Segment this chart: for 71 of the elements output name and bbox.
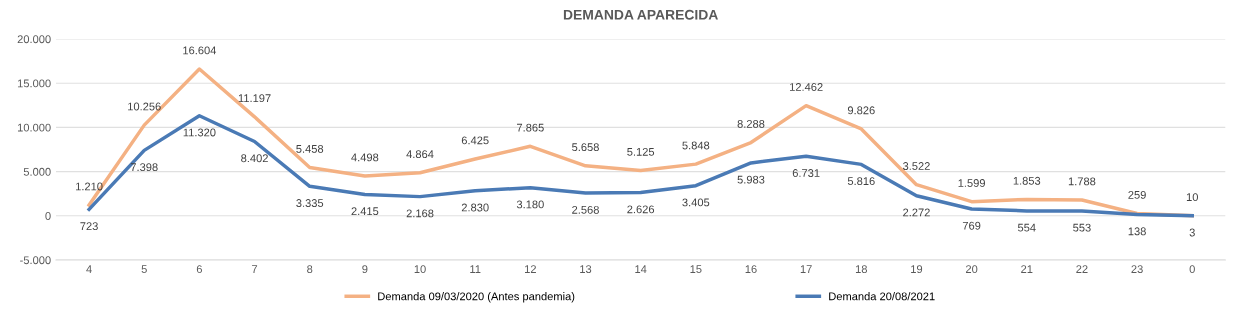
data-label: 5.125 bbox=[627, 147, 655, 156]
legend-label: Demanda 20/08/2021 bbox=[829, 292, 935, 301]
x-tick-label: 14 bbox=[635, 265, 647, 273]
data-label: 2.415 bbox=[351, 207, 379, 216]
data-label: 2.830 bbox=[461, 203, 489, 212]
data-label: 259 bbox=[1128, 190, 1146, 199]
x-tick-label: 18 bbox=[855, 265, 867, 274]
data-label: 7.398 bbox=[130, 163, 158, 172]
x-tick-label: 15 bbox=[690, 265, 702, 274]
x-tick-label: 23 bbox=[1131, 265, 1143, 274]
data-label: 16.604 bbox=[183, 46, 217, 55]
data-label: 3.405 bbox=[682, 198, 710, 207]
x-tick-label: 19 bbox=[911, 265, 923, 274]
data-label: 5.458 bbox=[296, 144, 324, 153]
data-label: 2.568 bbox=[572, 205, 599, 214]
y-tick-label: -5.000 bbox=[20, 256, 51, 265]
data-label: 10 bbox=[1186, 193, 1198, 202]
data-label: 2.168 bbox=[406, 209, 434, 218]
data-label: 553 bbox=[1073, 223, 1091, 232]
x-tick-label: 5 bbox=[141, 265, 147, 274]
data-label: 4.498 bbox=[351, 153, 379, 162]
data-label: 11.320 bbox=[183, 128, 216, 137]
x-tick-label: 11 bbox=[470, 265, 481, 273]
data-label: 1.853 bbox=[1013, 176, 1041, 185]
x-tick-label: 8 bbox=[307, 265, 313, 274]
chart-title: DEMANDA APARECIDA bbox=[563, 9, 718, 20]
data-label: 5.848 bbox=[682, 141, 710, 150]
y-tick-label: 20.000 bbox=[17, 35, 51, 44]
x-tick-label: 7 bbox=[252, 265, 258, 273]
data-label: 12.462 bbox=[789, 83, 823, 91]
data-label: 3.522 bbox=[902, 162, 930, 170]
data-label: 9.826 bbox=[847, 106, 875, 115]
data-label: 10.256 bbox=[128, 102, 161, 111]
data-label: 3.335 bbox=[296, 199, 324, 207]
x-tick-label: 16 bbox=[745, 265, 757, 274]
y-tick-label: 0 bbox=[45, 212, 51, 220]
x-tick-label: 10 bbox=[414, 265, 426, 274]
x-tick-label: 0 bbox=[1189, 265, 1195, 274]
x-tick-label: 6 bbox=[196, 265, 202, 274]
data-label: 2.626 bbox=[627, 205, 655, 214]
x-tick-label: 21 bbox=[1021, 265, 1033, 273]
x-tick-label: 4 bbox=[86, 265, 92, 273]
data-label: 138 bbox=[1128, 227, 1146, 236]
data-label: 4.864 bbox=[406, 150, 434, 159]
x-tick-label: 20 bbox=[965, 265, 978, 274]
y-tick-label: 5.000 bbox=[23, 167, 51, 176]
data-label: 3 bbox=[1189, 228, 1195, 237]
data-label: 1.788 bbox=[1068, 177, 1096, 186]
data-label: 3.180 bbox=[516, 200, 544, 209]
x-tick-label: 22 bbox=[1076, 265, 1088, 273]
data-label: 1.599 bbox=[958, 179, 985, 187]
data-label: 7.865 bbox=[517, 123, 544, 132]
data-label: 6.425 bbox=[461, 136, 489, 145]
legend-label: Demanda 09/03/2020 (Antes pandemia) bbox=[378, 292, 575, 303]
data-label: 5.816 bbox=[847, 177, 875, 186]
data-label: 11.197 bbox=[238, 94, 271, 103]
data-label: 723 bbox=[80, 222, 98, 231]
data-label: 5.658 bbox=[572, 143, 599, 152]
data-label: 6.731 bbox=[792, 169, 820, 177]
data-label: 5.983 bbox=[737, 175, 765, 184]
x-tick-label: 9 bbox=[362, 265, 368, 274]
data-label: 8.402 bbox=[241, 154, 268, 163]
data-label: 554 bbox=[1017, 223, 1036, 232]
x-tick-label: 17 bbox=[800, 265, 812, 273]
y-tick-label: 15.000 bbox=[17, 79, 51, 88]
data-label: 8.288 bbox=[737, 119, 765, 128]
data-label: 769 bbox=[962, 221, 981, 230]
data-label: 2.272 bbox=[903, 208, 930, 217]
x-tick-label: 12 bbox=[525, 265, 536, 273]
y-tick-label: 10.000 bbox=[17, 123, 51, 132]
x-tick-label: 13 bbox=[580, 265, 592, 274]
